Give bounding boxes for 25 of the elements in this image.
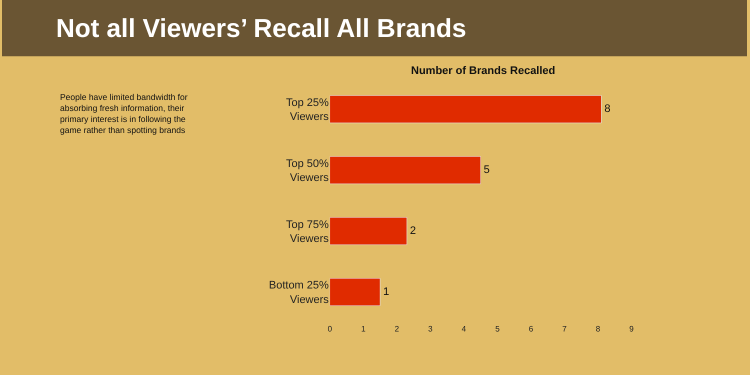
bar [330, 217, 408, 246]
data-label: 5 [484, 164, 490, 176]
x-tick-label: 2 [394, 324, 400, 334]
x-tick-label: 4 [462, 324, 467, 334]
data-label: 1 [383, 286, 390, 298]
y-tick-label: Top 50% Viewers [286, 158, 330, 184]
chart-title: Not all Viewers’ Recall All Brands [56, 13, 466, 43]
y-tick-label: Top 25% Viewers [286, 96, 330, 124]
x-tick-label: 0 [328, 324, 333, 334]
x-tick-label: 3 [428, 324, 434, 334]
data-label: 8 [604, 103, 610, 116]
chart-subtitle: Number of Brands Recalled [411, 65, 556, 77]
x-tick-label: 7 [562, 324, 568, 334]
text: People have limited bandwidth for absorbing fresh information, their primary interest is in following the game rather than spotting brands [60, 92, 188, 136]
bar [330, 278, 380, 306]
x-tick-label: 9 [629, 324, 634, 334]
bar [330, 156, 481, 184]
y-tick-label: Top 75% Viewers [286, 218, 330, 246]
bar [330, 95, 602, 124]
x-tick-label: 6 [528, 324, 534, 334]
x-tick-label: 8 [596, 324, 601, 334]
x-tick-label: 1 [361, 324, 366, 334]
y-tick-label: Bottom 25% Viewers [268, 280, 330, 306]
data-label: 2 [410, 225, 416, 238]
x-tick-label: 5 [495, 324, 500, 334]
